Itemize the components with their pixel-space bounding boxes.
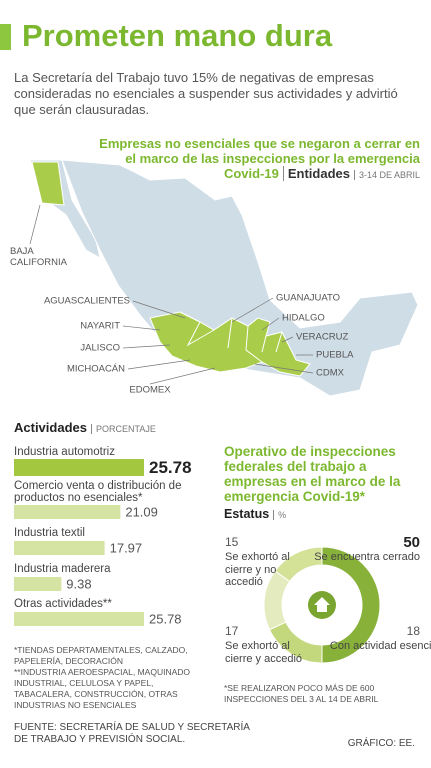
map-label: HIDALGO: [282, 313, 325, 324]
map-label: BAJA CALIFORNIA: [10, 246, 68, 268]
map-heading: Empresas no esenciales que se negaron a …: [88, 136, 420, 183]
value-label: 25.78: [149, 458, 192, 477]
pie-category: Con actividad esencial: [329, 640, 431, 652]
pie-subtitle: Estatus: [224, 507, 270, 521]
pie-note: *SE REALIZARON POCO MÁS DE 600 INSPECCIO…: [224, 683, 379, 704]
pie-value: 15: [225, 535, 239, 549]
map-label: CDMX: [316, 368, 345, 379]
pie-heading: Estatus%: [224, 507, 287, 521]
footnote: **INDUSTRIA AEROESPACIAL, MAQUINADO INDU…: [14, 667, 191, 710]
state-borders: [179, 311, 283, 363]
map-label: EDOMEX: [129, 385, 171, 396]
leader-line: [231, 297, 274, 323]
footnote: *TIENDAS DEPARTAMENTALES, CALZADO, PAPEL…: [14, 645, 188, 666]
house-icon: [314, 597, 330, 612]
bar: [14, 577, 62, 591]
map-title: Empresas no esenciales que se negaron a …: [99, 136, 420, 181]
map-note: 3-14 DE ABRIL: [353, 170, 420, 180]
title: Prometen mano dura: [22, 18, 333, 53]
title-accent: [0, 24, 11, 50]
credit: GRÁFICO: EE.: [347, 738, 415, 749]
value-label: 21.09: [125, 504, 158, 519]
leader-line: [122, 344, 171, 349]
map-label: NAYARIT: [80, 321, 120, 332]
bar: [14, 541, 105, 555]
intro: La Secretaría del Trabajo tuvo 15% de ne…: [14, 70, 398, 117]
leader-line: [281, 336, 294, 343]
pie-title: Operativo de inspecciones federales del …: [224, 444, 401, 504]
bar-title: Actividades: [14, 420, 87, 435]
pie-slice: [321, 546, 381, 664]
source: FUENTE: SECRETARÍA DE SALUD Y SECRETARÍA…: [14, 722, 250, 745]
bar: [14, 612, 144, 626]
state-baja-california: [31, 161, 65, 206]
pie-category: Se exhortó al cierre y no accedió: [225, 551, 290, 588]
value-label: 9.38: [66, 576, 91, 591]
leader-line: [149, 367, 216, 385]
bar: [14, 505, 121, 519]
map-label: VERACRUZ: [296, 332, 348, 343]
pie-unit: %: [273, 510, 287, 520]
map-label: AGUASCALIENTES: [44, 296, 130, 307]
pie-value: 50: [403, 534, 420, 551]
pie-value: 18: [407, 624, 421, 638]
map-label: GUANAJUATO: [276, 293, 340, 304]
category-label: Industria maderera: [14, 563, 111, 575]
leader-line: [132, 300, 186, 319]
map-subtitle: Entidades: [282, 166, 350, 181]
bar: [14, 459, 144, 476]
pie-category: Se encuentra cerrado: [314, 551, 420, 563]
pie-value: 17: [225, 624, 239, 638]
leader-line: [122, 325, 161, 331]
category-label: Otras actividades**: [14, 598, 112, 610]
leader-line: [29, 204, 41, 245]
category-label: Industria automotriz: [14, 446, 115, 458]
leader-line: [254, 363, 314, 374]
map-label: PUEBLA: [316, 350, 354, 361]
category-label: Comercio venta o distribución de product…: [14, 480, 182, 504]
value-label: 17.97: [110, 540, 143, 555]
category-label: Industria textil: [14, 527, 85, 539]
pie-slice: [274, 546, 323, 583]
value-label: 25.78: [149, 611, 182, 626]
pie-category: Se exhortó al cierre y accedió: [225, 640, 303, 665]
map-label: MICHOACÁN: [67, 364, 125, 375]
mexico-mainland: [61, 159, 419, 397]
bar-subtitle: PORCENTAJE: [90, 424, 156, 434]
map-label: JALISCO: [80, 343, 120, 354]
leader-line: [261, 317, 280, 331]
leader-line: [127, 359, 191, 370]
bar-heading: Actividades PORCENTAJE: [14, 420, 156, 435]
